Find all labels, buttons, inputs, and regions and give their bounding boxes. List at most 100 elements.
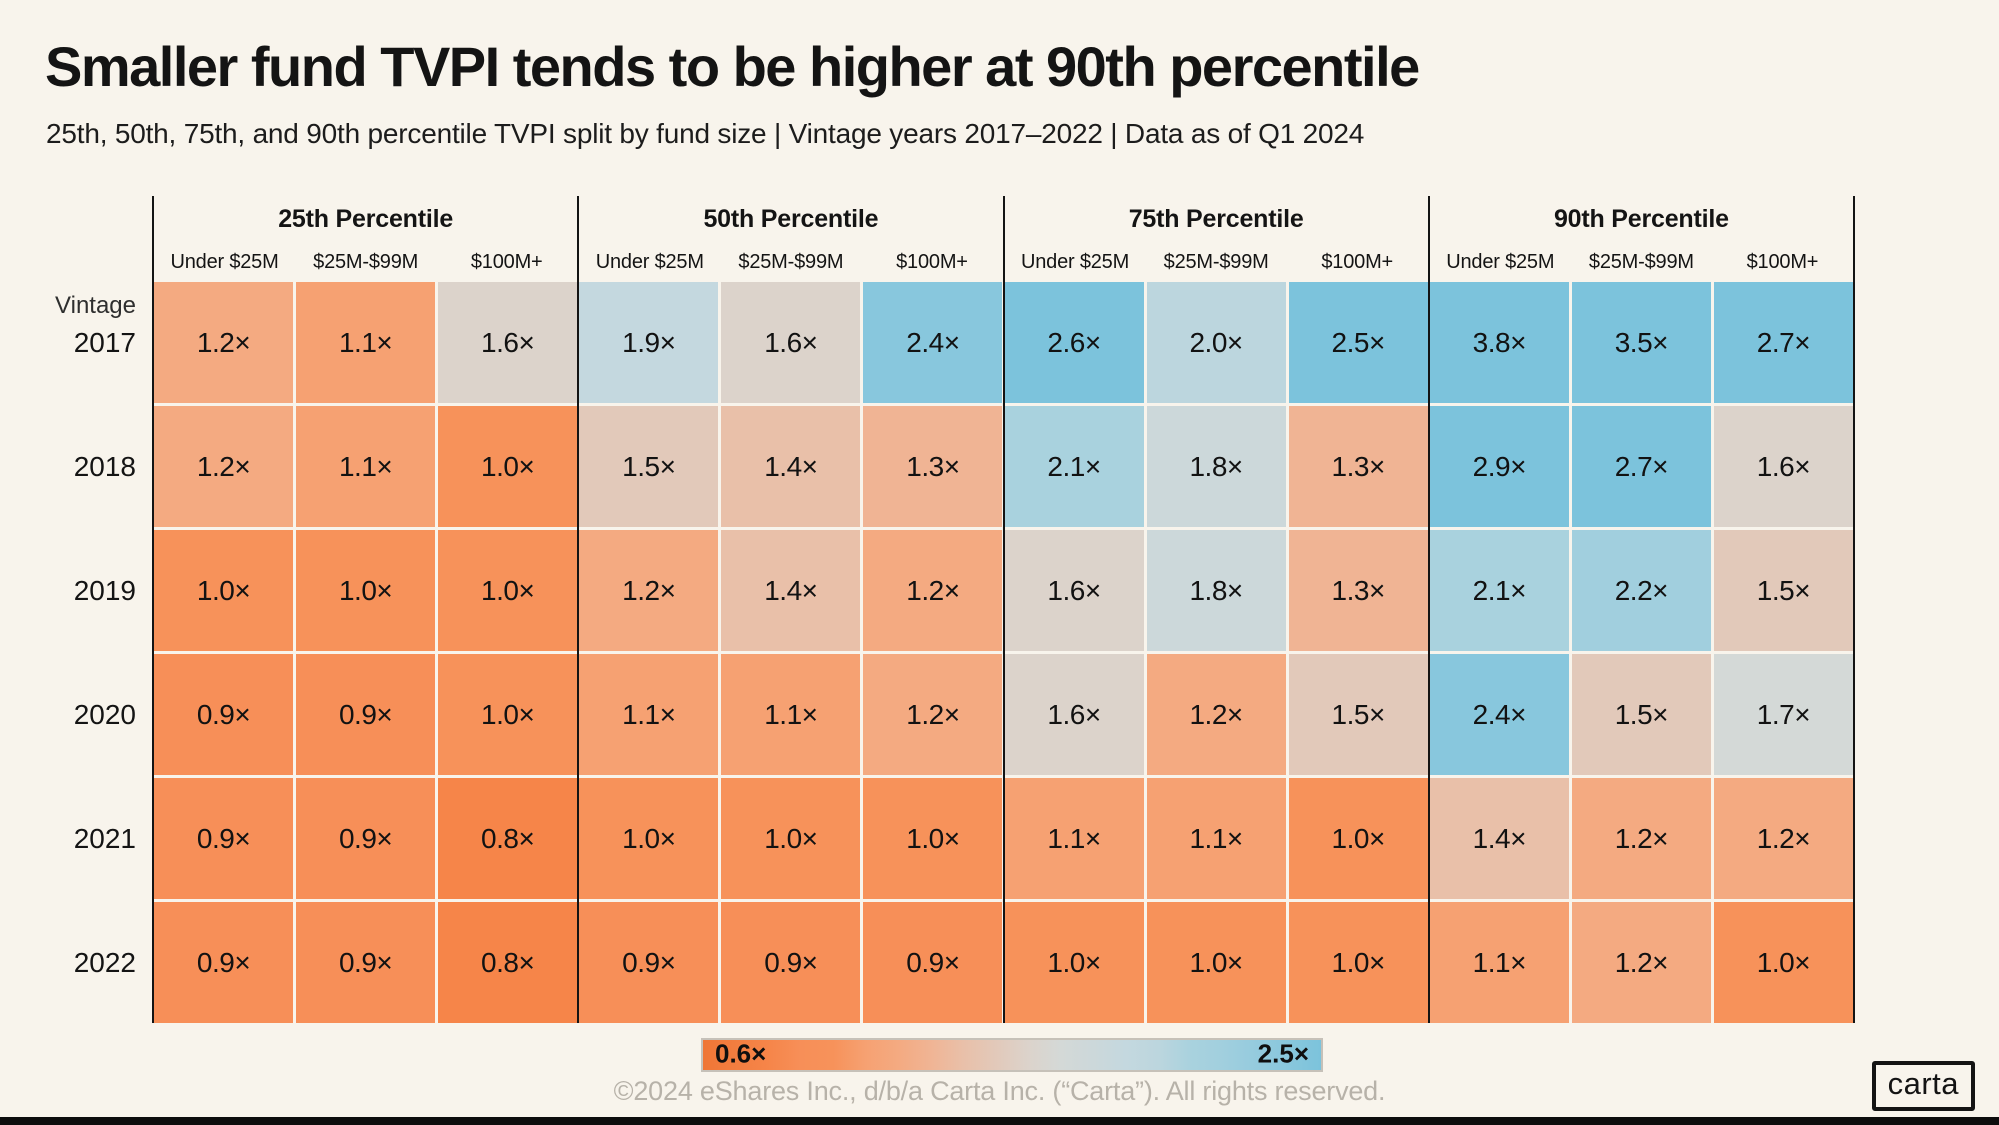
row-labels: 2017 2018 2019 2020 2021 2022 bbox=[40, 282, 152, 1023]
column-header: $100M+ bbox=[1746, 250, 1819, 273]
row-label-year: 2017 bbox=[73, 326, 136, 358]
heatmap-cell: 0.9× bbox=[154, 654, 294, 775]
heatmap-cell: 1.2× bbox=[154, 282, 294, 403]
heatmap-cell: 1.0× bbox=[721, 778, 861, 899]
column-headers: Under $25M $25M-$99M $100M+ bbox=[579, 242, 1002, 282]
heatmap-cell: 0.9× bbox=[296, 654, 436, 775]
heatmap-cell: 1.3× bbox=[1288, 530, 1428, 651]
column-header: Under $25M bbox=[170, 250, 279, 273]
heatmap-cell: 1.2× bbox=[1713, 778, 1853, 899]
heatmap-cell: 2.5× bbox=[1288, 282, 1428, 403]
heatmap-cell: 1.0× bbox=[438, 530, 578, 651]
percentile-group: 25th Percentile Under $25M $25M-$99M $100M+… bbox=[152, 196, 578, 1023]
legend-gradient-bar: 0.6× 2.5× bbox=[701, 1038, 1323, 1072]
heatmap-cell: 2.4× bbox=[863, 282, 1003, 403]
heatmap-cell: 1.4× bbox=[721, 530, 861, 651]
heatmap-cell: 1.0× bbox=[863, 778, 1003, 899]
heatmap-cell: 1.0× bbox=[1713, 902, 1853, 1023]
heatmap-cell: 1.6× bbox=[1004, 654, 1144, 775]
heatmap-cell: 2.7× bbox=[1713, 282, 1853, 403]
legend-min-label: 0.6× bbox=[715, 1038, 767, 1069]
heatmap-cell: 1.0× bbox=[438, 654, 578, 775]
heatmap-cell: 0.8× bbox=[438, 902, 578, 1023]
heatmap-cell: 2.1× bbox=[1004, 406, 1144, 527]
heatmap-cell: 1.0× bbox=[1004, 902, 1144, 1023]
row-label-year: 2022 bbox=[73, 946, 136, 978]
heatmap-cell: 2.0× bbox=[1146, 282, 1286, 403]
cell-grid: 1.2× 1.1× 1.6× 1.2× 1.1× 1.0× 1.0× 1.0× 1.0× 0.9×… bbox=[154, 282, 578, 1023]
column-header: $100M+ bbox=[1321, 250, 1394, 273]
heatmap-cell: 1.3× bbox=[863, 406, 1003, 527]
heatmap-cell: 1.5× bbox=[579, 406, 719, 527]
tvpi-heatmap-table: Vintage 2017 2018 2019 2020 2021 2022 25th Pe… bbox=[40, 196, 1855, 1023]
row-label-column: Vintage 2017 2018 2019 2020 2021 2022 bbox=[40, 196, 152, 1023]
heatmap-cell: 1.8× bbox=[1146, 406, 1286, 527]
heatmap-cell: 1.2× bbox=[863, 530, 1003, 651]
heatmap-cell: 1.7× bbox=[1713, 654, 1853, 775]
percentile-group: 75th Percentile Under $25M $25M-$99M $100M+… bbox=[1002, 196, 1428, 1023]
page-subtitle: 25th, 50th, 75th, and 90th percentile TV… bbox=[46, 118, 1365, 149]
heatmap-cell: 1.0× bbox=[1146, 902, 1286, 1023]
cell-grid: 2.6× 2.0× 2.5× 2.1× 1.8× 1.3× 1.6× 1.8× 1.3× 1.6×… bbox=[1004, 282, 1428, 1023]
heatmap-cell: 1.0× bbox=[579, 778, 719, 899]
heatmap-cell: 1.5× bbox=[1571, 654, 1711, 775]
heatmap-cell: 1.0× bbox=[438, 406, 578, 527]
page-title: Smaller fund TVPI tends to be higher at … bbox=[45, 35, 1420, 98]
copyright-text: ©2024 eShares Inc., d/b/a Carta Inc. (“C… bbox=[613, 1076, 1386, 1106]
column-header: $25M-$99M bbox=[313, 250, 419, 273]
heatmap-cell: 1.5× bbox=[1713, 530, 1853, 651]
heatmap-cell: 0.9× bbox=[154, 778, 294, 899]
heatmap-cell: 1.0× bbox=[296, 530, 436, 651]
heatmap-cell: 2.2× bbox=[1571, 530, 1711, 651]
column-header: $100M+ bbox=[896, 250, 968, 273]
heatmap-cell: 1.2× bbox=[1146, 654, 1286, 775]
heatmap-cell: 3.8× bbox=[1429, 282, 1569, 403]
row-label-year: 2020 bbox=[73, 698, 136, 730]
column-header: $25M-$99M bbox=[738, 250, 844, 273]
heatmap-cell: 1.5× bbox=[1288, 654, 1428, 775]
heatmap-cell: 1.6× bbox=[1004, 530, 1144, 651]
heatmap-cell: 1.4× bbox=[1429, 778, 1569, 899]
group-header: 50th Percentile bbox=[703, 204, 879, 233]
group-header: 25th Percentile bbox=[278, 204, 454, 233]
column-header: Under $25M bbox=[1446, 250, 1555, 273]
row-label-header-spacer: Vintage bbox=[40, 196, 152, 319]
heatmap-cell: 2.9× bbox=[1429, 406, 1569, 527]
heatmap-cell: 1.2× bbox=[154, 406, 294, 527]
heatmap-cell: 1.2× bbox=[579, 530, 719, 651]
heatmap-cell: 1.6× bbox=[438, 282, 578, 403]
heatmap-cell: 0.9× bbox=[863, 902, 1003, 1023]
heatmap-cell: 0.9× bbox=[579, 902, 719, 1023]
heatmap-cell: 1.1× bbox=[1429, 902, 1569, 1023]
heatmap-cell: 0.9× bbox=[154, 902, 294, 1023]
heatmap-cell: 1.0× bbox=[1288, 902, 1428, 1023]
heatmap-cell: 0.9× bbox=[296, 778, 436, 899]
column-header: $25M-$99M bbox=[1163, 250, 1269, 273]
row-label-year: 2018 bbox=[73, 450, 136, 482]
column-header: Under $25M bbox=[595, 250, 704, 273]
heatmap-cell: 1.1× bbox=[296, 406, 436, 527]
heatmap-cell: 1.1× bbox=[296, 282, 436, 403]
heatmap-cell: 1.9× bbox=[579, 282, 719, 403]
heatmap-cell: 1.1× bbox=[1004, 778, 1144, 899]
heatmap-cell: 3.5× bbox=[1571, 282, 1711, 403]
heatmap-cell: 2.6× bbox=[1004, 282, 1144, 403]
heatmap-cell: 1.0× bbox=[154, 530, 294, 651]
heatmap-cell: 1.6× bbox=[1713, 406, 1853, 527]
group-header: 90th Percentile bbox=[1553, 204, 1729, 233]
percentile-group: 50th Percentile Under $25M $25M-$99M $100M+… bbox=[577, 196, 1003, 1023]
heatmap-cell: 1.1× bbox=[721, 654, 861, 775]
heatmap-cell: 0.9× bbox=[721, 902, 861, 1023]
heatmap-cell: 1.2× bbox=[1571, 902, 1711, 1023]
heatmap-cell: 2.4× bbox=[1429, 654, 1569, 775]
heatmap-cell: 1.2× bbox=[863, 654, 1003, 775]
column-headers: Under $25M $25M-$99M $100M+ bbox=[1005, 242, 1428, 282]
heatmap-cell: 1.6× bbox=[721, 282, 861, 403]
column-header: $25M-$99M bbox=[1588, 250, 1694, 273]
cell-grid: 3.8× 3.5× 2.7× 2.9× 2.7× 1.6× 2.1× 2.2× 1.5× 2.4×… bbox=[1429, 282, 1853, 1023]
heatmap-cell: 1.4× bbox=[721, 406, 861, 527]
heatmap-cell: 1.0× bbox=[1288, 778, 1428, 899]
vintage-header-label: Vintage bbox=[55, 292, 136, 319]
row-label-year: 2019 bbox=[73, 574, 136, 606]
